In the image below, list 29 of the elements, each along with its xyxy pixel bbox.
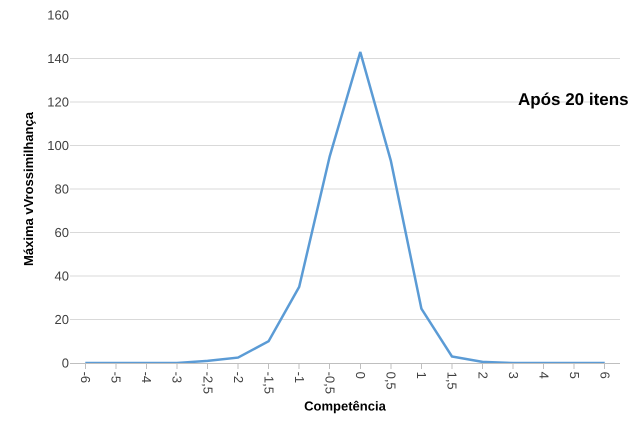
x-tick-label: -0,5 [322, 372, 338, 394]
x-tick-label: -5 [108, 372, 124, 384]
x-tick-label: 6 [597, 372, 612, 379]
x-tick-label: -2 [230, 372, 246, 384]
y-tick-label: 100 [47, 138, 69, 154]
x-tick-label: -3 [170, 372, 185, 384]
x-tick-label: 3 [506, 372, 521, 379]
x-tick-label: -4 [139, 372, 154, 384]
x-tick-label: -2,5 [200, 372, 216, 394]
x-tick-label: 2 [475, 372, 490, 379]
x-tick-label: 1,5 [444, 372, 460, 390]
y-axis-title: Máxima vVrossimilhança [21, 111, 36, 266]
x-tick-label: 0 [353, 372, 368, 379]
y-tick-label: 160 [47, 8, 69, 23]
y-tick-label: 20 [54, 312, 69, 328]
y-tick-label: 40 [54, 268, 69, 284]
y-tick-label: 140 [47, 51, 69, 66]
x-axis-title: Competência [304, 398, 387, 414]
annotation: Após 20 itens [518, 90, 629, 109]
x-tick-label: -1,5 [261, 372, 276, 394]
y-tick-label: 60 [54, 225, 69, 240]
x-tick-label: -1 [292, 372, 307, 384]
x-tick-label: -6 [78, 372, 94, 384]
x-tick-label: 5 [566, 372, 582, 379]
x-tick-label: 1 [414, 372, 430, 379]
x-tick-label: 0,5 [384, 372, 399, 390]
x-tick-label: 4 [536, 372, 552, 379]
y-tick-label: 120 [47, 94, 69, 110]
y-tick-label: 80 [54, 182, 69, 197]
